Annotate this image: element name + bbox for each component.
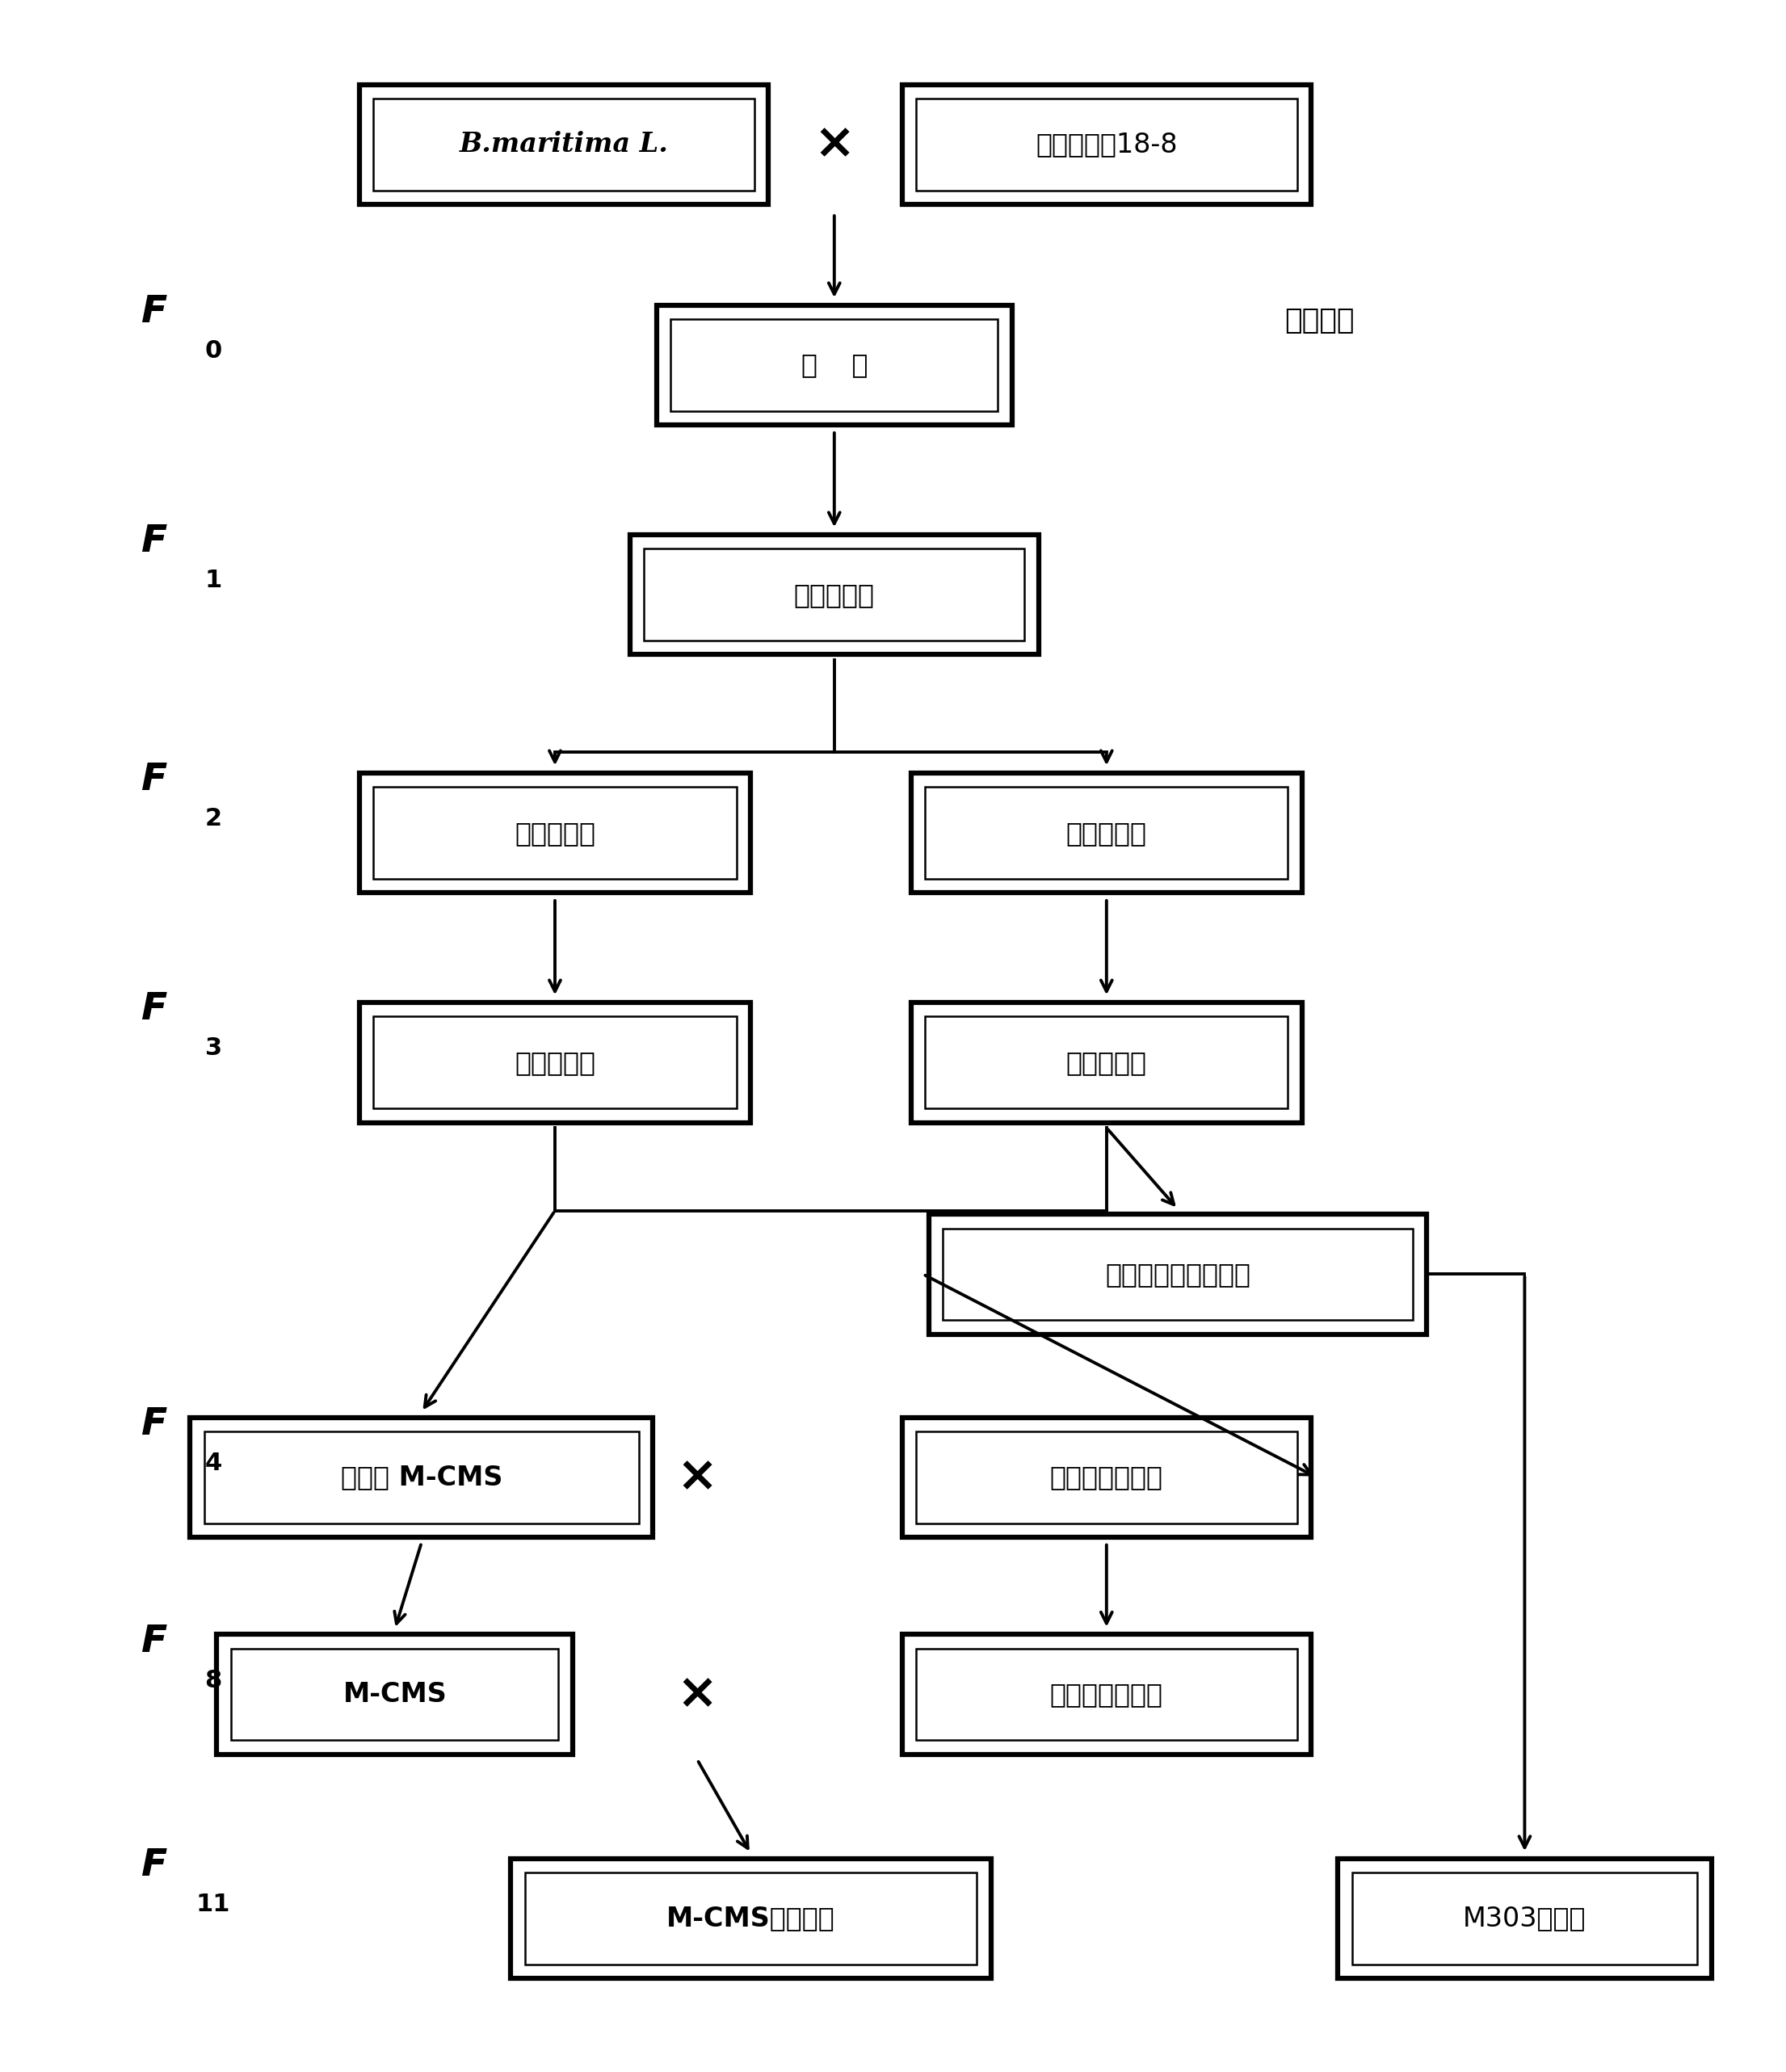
Bar <box>657 305 1013 425</box>
Bar <box>670 319 998 410</box>
Text: 二年生杂种: 二年生杂种 <box>1066 1048 1147 1075</box>
Text: 保持系（单粒）: 保持系（单粒） <box>1050 1680 1163 1707</box>
Bar <box>230 1649 559 1740</box>
Bar <box>204 1432 639 1523</box>
Text: F: F <box>141 294 168 329</box>
Text: M-CMS（单粒）: M-CMS（单粒） <box>666 1906 836 1931</box>
Text: 一年生杂种: 一年生杂种 <box>795 582 875 607</box>
Text: 4: 4 <box>205 1452 221 1475</box>
Bar <box>359 773 750 893</box>
Bar <box>511 1859 991 1979</box>
Text: 2: 2 <box>205 808 221 831</box>
Bar <box>925 787 1288 879</box>
Text: F: F <box>141 1407 168 1442</box>
Text: B.maritima L.: B.maritima L. <box>459 131 668 157</box>
Text: 保持系（多粒）: 保持系（多粒） <box>1050 1465 1163 1490</box>
Text: ×: × <box>677 1452 718 1500</box>
Bar <box>902 85 1311 205</box>
Text: 0: 0 <box>205 340 221 363</box>
Text: 8: 8 <box>205 1668 221 1693</box>
Bar <box>216 1635 573 1755</box>
Text: 糖甜菜范！18-8: 糖甜菜范！18-8 <box>1036 131 1177 157</box>
Bar <box>916 99 1297 191</box>
Text: 1: 1 <box>205 570 221 593</box>
Bar <box>902 1635 1311 1755</box>
Text: 杂    种: 杂 种 <box>800 352 868 379</box>
Bar <box>189 1417 654 1537</box>
Text: F: F <box>141 524 168 559</box>
Text: F: F <box>141 1622 168 1660</box>
Text: F: F <box>141 1848 168 1883</box>
Bar <box>925 1017 1288 1109</box>
Text: 11: 11 <box>196 1892 230 1917</box>
Bar <box>916 1649 1297 1740</box>
Bar <box>943 1229 1413 1320</box>
Text: 3: 3 <box>205 1036 221 1061</box>
Text: M303异质系: M303异质系 <box>1463 1906 1586 1931</box>
Text: 人工去雄: 人工去雄 <box>1284 307 1354 336</box>
Text: 二年生可育（多粒）: 二年生可育（多粒） <box>1106 1262 1250 1287</box>
Text: F: F <box>141 762 168 798</box>
Bar <box>911 773 1302 893</box>
Bar <box>359 1003 750 1123</box>
Bar <box>911 1003 1302 1123</box>
Text: ×: × <box>814 120 855 168</box>
Bar <box>929 1214 1427 1334</box>
Bar <box>1352 1873 1697 1964</box>
Bar <box>630 535 1039 655</box>
Text: 一年生杂种: 一年生杂种 <box>514 1048 595 1075</box>
Text: 二年生 M-CMS: 二年生 M-CMS <box>341 1465 502 1490</box>
Bar <box>645 549 1025 640</box>
Text: ×: × <box>677 1670 718 1718</box>
Text: 一年生杂种: 一年生杂种 <box>514 821 595 845</box>
Bar <box>373 787 736 879</box>
Bar <box>359 85 768 205</box>
Text: M-CMS: M-CMS <box>343 1680 446 1707</box>
Bar <box>525 1873 977 1964</box>
Text: 二年生杂种: 二年生杂种 <box>1066 821 1147 845</box>
Bar <box>373 1017 736 1109</box>
Text: F: F <box>141 990 168 1028</box>
Bar <box>916 1432 1297 1523</box>
Bar <box>373 99 754 191</box>
Bar <box>1338 1859 1711 1979</box>
Bar <box>902 1417 1311 1537</box>
